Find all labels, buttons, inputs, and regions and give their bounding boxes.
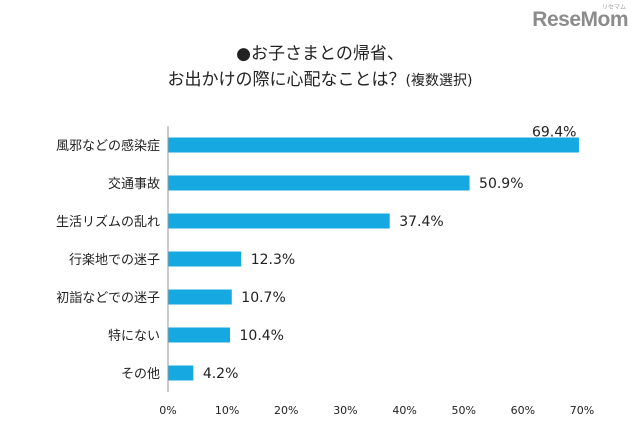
category-label: 生活リズムの乱れ [56, 214, 160, 230]
chart-title-line2: お出かけの際に心配なことは？(複数選択) [0, 69, 640, 92]
logo-kana: リセマム [601, 4, 626, 11]
category-label: その他 [121, 367, 160, 382]
value-label: 50.9% [479, 176, 523, 192]
bar [168, 365, 194, 381]
chart-title-note: (複数選択) [405, 73, 473, 89]
value-label: 10.4% [240, 328, 284, 344]
category-label: 初詣などでの迷子 [56, 291, 160, 306]
bar [168, 175, 470, 191]
bar [168, 251, 242, 267]
chart-title-line1: ●お子さまとの帰省、 [236, 44, 404, 64]
bar [168, 213, 390, 229]
x-tick-label: 70% [570, 404, 594, 417]
value-label: 37.4% [399, 214, 443, 230]
value-label: 12.3% [251, 252, 295, 268]
x-tick-label: 60% [511, 404, 535, 417]
value-label: 4.2% [203, 366, 239, 382]
bar [168, 137, 579, 153]
chart-title-main: お出かけの際に心配なことは？ [167, 70, 406, 90]
bar [168, 289, 232, 305]
category-label: 行楽地での迷子 [69, 252, 160, 268]
x-tick-label: 40% [392, 404, 416, 417]
x-tick-label: 30% [333, 404, 357, 417]
category-label: 風邪などの感染症 [56, 138, 160, 154]
category-label: 特にない [108, 329, 160, 344]
x-tick-label: 0% [159, 404, 176, 417]
value-label: 10.7% [241, 290, 285, 306]
value-label: 69.4% [532, 125, 576, 141]
x-tick-label: 50% [451, 404, 475, 417]
x-tick-label: 20% [274, 404, 298, 417]
category-label: 交通事故 [108, 176, 160, 192]
bar [168, 327, 231, 343]
x-tick-label: 10% [215, 404, 239, 417]
resemom-logo: ReseMom [532, 8, 628, 31]
